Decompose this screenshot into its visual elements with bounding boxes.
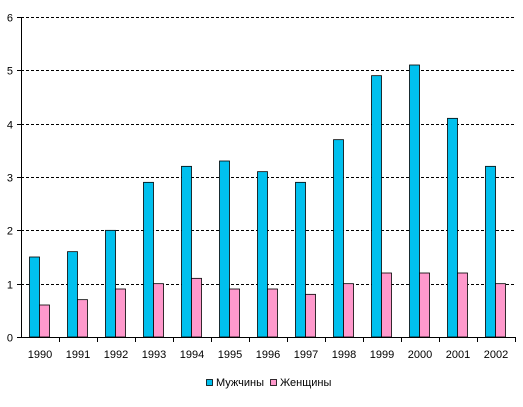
legend: Мужчины Женщины [206,377,332,389]
bar [343,283,354,338]
bar [495,283,506,338]
x-tick-label: 1999 [370,349,394,361]
bar [257,171,268,338]
bar [371,75,382,338]
bar [105,229,116,338]
bar [419,272,430,338]
x-tick-label: 1994 [180,349,204,361]
bar [29,256,40,338]
x-tick-label: 1991 [66,349,90,361]
bar [267,288,278,338]
x-tick-label: 1993 [142,349,166,361]
bar [219,160,230,338]
bar [153,283,164,338]
bar [333,139,344,338]
bar [409,64,420,338]
legend-swatch [206,379,213,386]
x-tick-label: 1992 [104,349,128,361]
x-tick-label: 2002 [484,349,508,361]
bar [191,277,202,338]
bar [143,181,154,338]
bar [67,251,78,338]
bar [457,272,468,338]
x-tick-label: 1997 [294,349,318,361]
x-tick-label: 1998 [332,349,356,361]
y-tick-label: 1 [7,280,13,292]
x-tick-label: 1995 [218,349,242,361]
bar [115,288,126,338]
y-tick-label: 0 [7,333,13,345]
bar [39,304,50,338]
y-tick-label: 6 [7,13,13,25]
x-tick-label: 1996 [256,349,280,361]
bar [181,165,192,338]
x-tick-label: 2000 [408,349,432,361]
legend-label: Женщины [280,377,331,389]
gridlines [21,17,515,285]
y-tick-label: 5 [7,66,13,78]
bar [229,288,240,338]
bar [485,165,496,338]
y-tick-label: 4 [7,120,13,132]
y-tick-label: 2 [7,226,13,238]
legend-swatch [270,379,277,386]
x-tick-labels: 1990 1991 1992 1993 1994 1995 1996 1997 1998 1999… [28,349,508,361]
axes [17,17,516,342]
bar [77,299,88,338]
bar [381,272,392,338]
bar [305,293,316,338]
legend-label: Мужчины [216,377,264,389]
y-tick-label: 3 [7,173,13,185]
bars [29,64,506,338]
y-tick-labels: 0 1 2 3 4 5 6 [7,13,13,345]
bar [295,181,306,338]
x-tick-label: 1990 [28,349,52,361]
bar [447,117,458,338]
x-tick-label: 2001 [446,349,470,361]
